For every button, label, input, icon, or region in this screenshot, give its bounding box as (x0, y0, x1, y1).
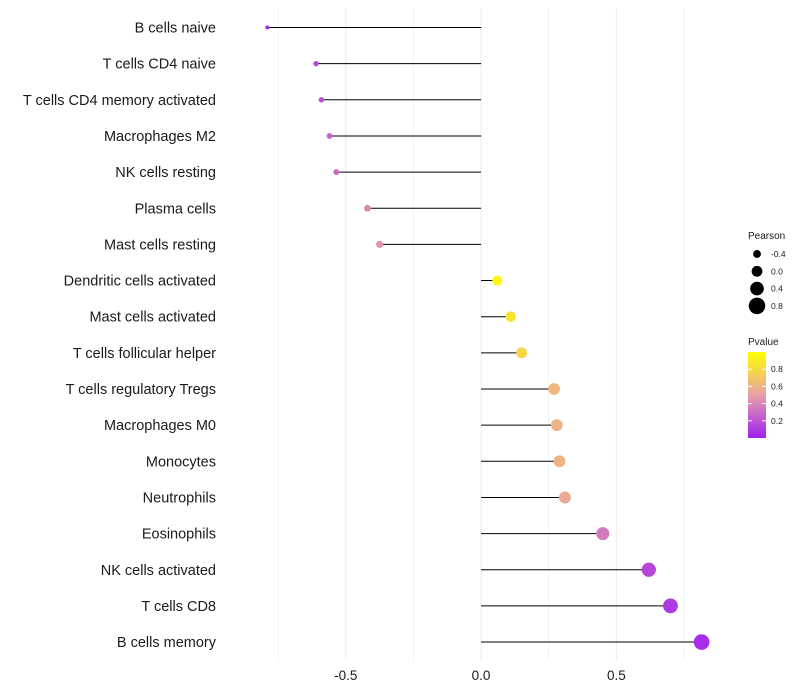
category-label: Mast cells resting (104, 237, 216, 253)
data-point (553, 455, 566, 468)
size-legend-label: -0.4 (771, 249, 786, 259)
grid-layer (277, 8, 685, 660)
x-tick-label: 0.5 (607, 668, 626, 683)
data-point (550, 419, 563, 432)
category-label: Mast cells activated (89, 310, 216, 326)
stick-layer (267, 27, 702, 643)
data-point (548, 383, 560, 395)
size-legend-label: 0.8 (771, 301, 783, 311)
category-label: B cells naive (135, 21, 216, 37)
color-legend-label: 0.4 (771, 399, 783, 409)
data-point (505, 311, 517, 322)
x-tick-label: -0.5 (334, 668, 357, 683)
data-point (693, 634, 710, 650)
data-point (333, 169, 340, 176)
size-legend-key (751, 265, 763, 277)
category-label: T cells regulatory Tregs (66, 382, 216, 398)
point-layer (265, 25, 710, 650)
category-label: T cells CD4 naive (103, 57, 216, 73)
size-legend-label: 0.0 (771, 266, 783, 276)
category-label: Dendritic cells activated (64, 274, 216, 290)
size-legend-title: Pearson (748, 231, 785, 242)
category-label: Macrophages M2 (104, 129, 216, 145)
category-label: T cells CD4 memory activated (23, 93, 216, 109)
category-label: NK cells resting (115, 165, 216, 181)
size-legend-key (753, 250, 761, 258)
x-tick-label: 0.0 (472, 668, 491, 683)
color-legend-bar (748, 352, 766, 438)
category-label: Macrophages M0 (104, 418, 216, 434)
data-point (663, 598, 678, 614)
data-point (641, 562, 656, 577)
data-point (313, 60, 319, 67)
data-point (492, 275, 503, 286)
category-label: NK cells activated (101, 563, 216, 579)
category-label: T cells CD8 (141, 599, 216, 615)
category-label: Eosinophils (142, 527, 216, 543)
size-legend-key (748, 297, 766, 315)
color-legend-label: 0.6 (771, 381, 783, 391)
data-point (364, 204, 371, 212)
category-label: Neutrophils (143, 490, 216, 506)
color-legend-label: 0.8 (771, 364, 783, 374)
legend: Pearson -0.4 0.0 0.4 0.8 Pvalue 0.2 0.4 0.6 0.8 (748, 231, 786, 438)
data-point (558, 491, 571, 504)
data-point (376, 240, 384, 248)
data-point (326, 133, 333, 139)
size-legend-label: 0.4 (771, 284, 783, 294)
category-label: Monocytes (146, 454, 216, 470)
category-label: B cells memory (117, 635, 217, 651)
color-legend-label: 0.2 (771, 416, 783, 426)
x-axis: -0.5 0.0 0.5 (334, 668, 626, 683)
data-point (265, 25, 270, 30)
color-legend-title: Pvalue (748, 337, 779, 348)
data-point (516, 347, 528, 359)
size-legend-key (750, 281, 764, 296)
data-point (318, 97, 325, 103)
data-point (596, 527, 610, 541)
category-axis: B cells naive T cells CD4 naive T cells CD… (23, 21, 217, 652)
category-label: T cells follicular helper (73, 346, 216, 362)
category-label: Plasma cells (135, 201, 216, 217)
